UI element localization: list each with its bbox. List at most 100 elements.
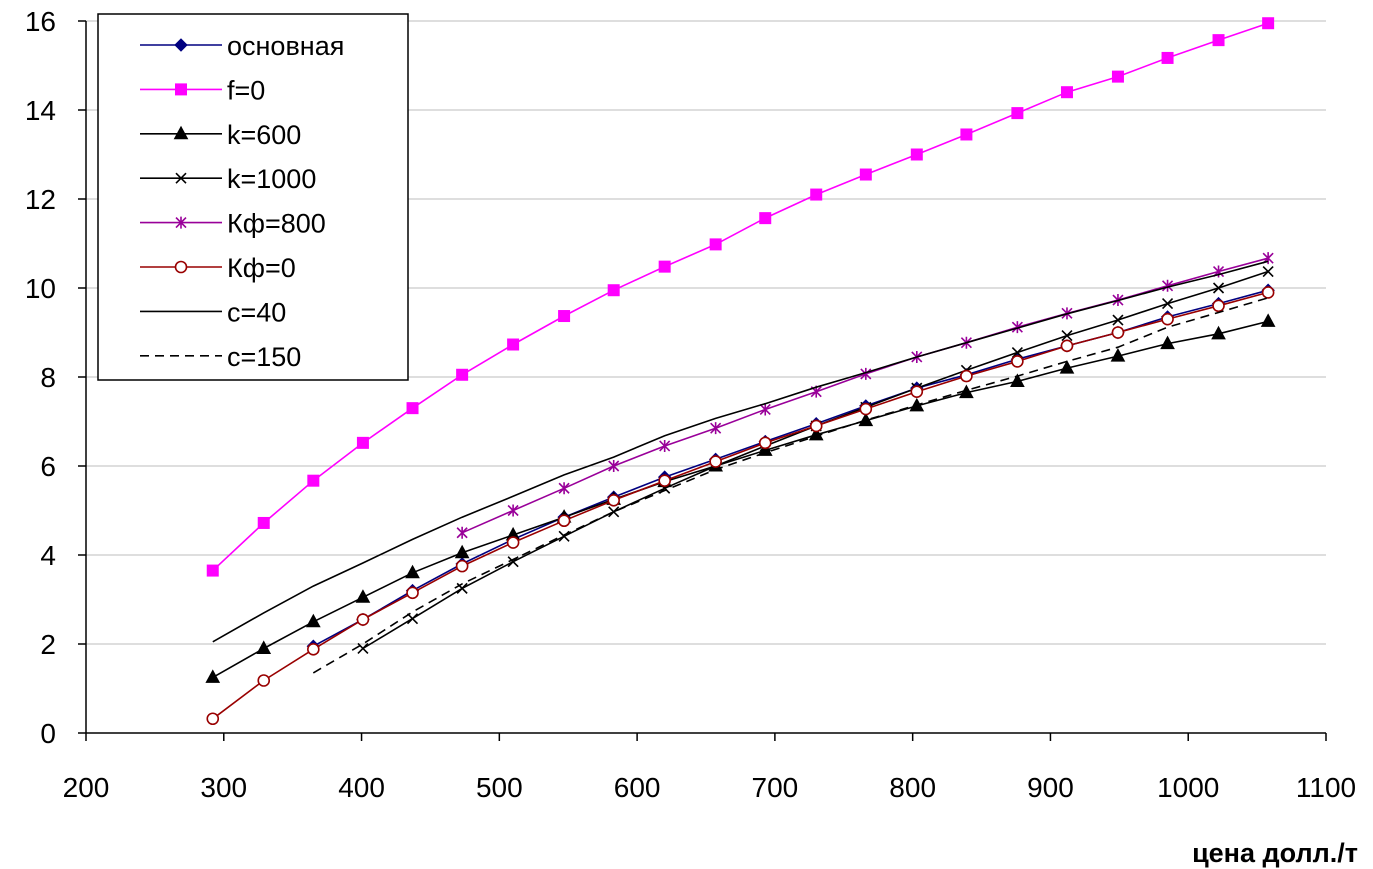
data-point [456, 368, 469, 381]
data-point [1262, 265, 1274, 278]
y-tick-label: 6 [40, 451, 56, 482]
legend-item: Кф=0 [140, 253, 296, 283]
series-group [205, 17, 1276, 726]
legend-item: c=40 [140, 297, 286, 327]
y-tick-label: 4 [40, 540, 56, 571]
data-point [859, 402, 873, 416]
data-point [456, 526, 468, 539]
data-point [1111, 70, 1124, 83]
data-point [1260, 313, 1276, 327]
x-tick-label: 800 [889, 772, 936, 803]
data-point [608, 460, 620, 472]
series-4 [456, 252, 1274, 539]
x-tick-label: 900 [1027, 772, 1074, 803]
series-5 [206, 286, 1275, 726]
data-point [1010, 373, 1025, 387]
data-point [456, 582, 468, 594]
data-point [1111, 326, 1125, 339]
legend-label: Кф=800 [227, 209, 326, 239]
data-point [759, 212, 772, 225]
data-point [206, 712, 220, 726]
series-line [461, 257, 1269, 534]
data-point [758, 436, 772, 450]
legend-item: k=1000 [140, 164, 316, 194]
x-tick-label: 300 [200, 772, 247, 803]
data-point [860, 367, 872, 380]
x-axis-label: цена долл./т [1192, 838, 1358, 868]
data-point [257, 674, 271, 687]
data-point [858, 412, 874, 427]
data-point [710, 422, 722, 435]
y-tick-label: 10 [25, 273, 56, 304]
data-point [1011, 355, 1024, 368]
data-point [910, 385, 924, 398]
data-point [356, 613, 370, 626]
data-point [859, 168, 872, 181]
data-point [507, 338, 520, 351]
data-point [305, 613, 321, 628]
series-line [212, 260, 1269, 643]
data-point [1060, 86, 1073, 99]
x-axis-ticks: 200 300 400 500 600 700 800 900 1000 1100 [63, 733, 1356, 803]
data-point [1059, 360, 1075, 374]
data-point [1061, 330, 1073, 342]
y-tick-label: 0 [40, 718, 56, 749]
data-point [607, 284, 620, 297]
data-point [1212, 34, 1225, 47]
data-point [1211, 325, 1226, 340]
y-tick-label: 16 [25, 6, 56, 37]
legend-item: основная [140, 31, 344, 61]
legend-marker [174, 38, 188, 52]
legend-marker [174, 260, 188, 274]
data-point [759, 403, 771, 416]
data-point [355, 589, 371, 603]
legend-label: основная [227, 31, 344, 61]
data-point [810, 188, 823, 201]
data-point [307, 643, 320, 656]
data-point [608, 506, 620, 518]
data-point [557, 514, 571, 528]
data-point [1011, 107, 1024, 120]
series-3 [357, 265, 1274, 655]
legend-marker [173, 125, 189, 140]
legend-item: f=0 [140, 75, 265, 105]
data-point [455, 559, 469, 573]
y-tick-label: 2 [40, 629, 56, 660]
data-point [1011, 346, 1023, 359]
x-tick-label: 400 [338, 772, 385, 803]
data-point [1011, 321, 1023, 334]
series-line [312, 289, 1269, 647]
data-point [406, 613, 419, 625]
data-point [809, 419, 823, 433]
x-tick-label: 500 [476, 772, 523, 803]
data-point [558, 482, 570, 495]
data-point [307, 474, 320, 487]
legend-marker [175, 216, 187, 229]
x-tick-label: 1000 [1157, 772, 1219, 803]
legend-label: k=1000 [227, 164, 316, 194]
y-tick-label: 14 [25, 95, 56, 126]
legend-marker [175, 172, 187, 184]
series-line [312, 297, 1269, 674]
data-point [709, 455, 722, 468]
legend-label: c=40 [227, 297, 286, 327]
data-point [1060, 339, 1074, 353]
data-point [960, 128, 973, 141]
data-point [507, 504, 519, 517]
data-point [808, 426, 824, 441]
data-point [659, 439, 671, 452]
data-point [205, 669, 221, 683]
series-1 [206, 17, 1275, 577]
data-point [1160, 335, 1175, 350]
data-point [1262, 17, 1275, 30]
data-point [709, 238, 722, 251]
data-point [658, 260, 671, 273]
data-point [206, 564, 219, 577]
data-point [1161, 312, 1174, 326]
data-point [1261, 286, 1275, 299]
data-point [558, 310, 571, 323]
series-6 [212, 260, 1269, 643]
data-point [607, 493, 620, 507]
data-point [1161, 298, 1174, 310]
